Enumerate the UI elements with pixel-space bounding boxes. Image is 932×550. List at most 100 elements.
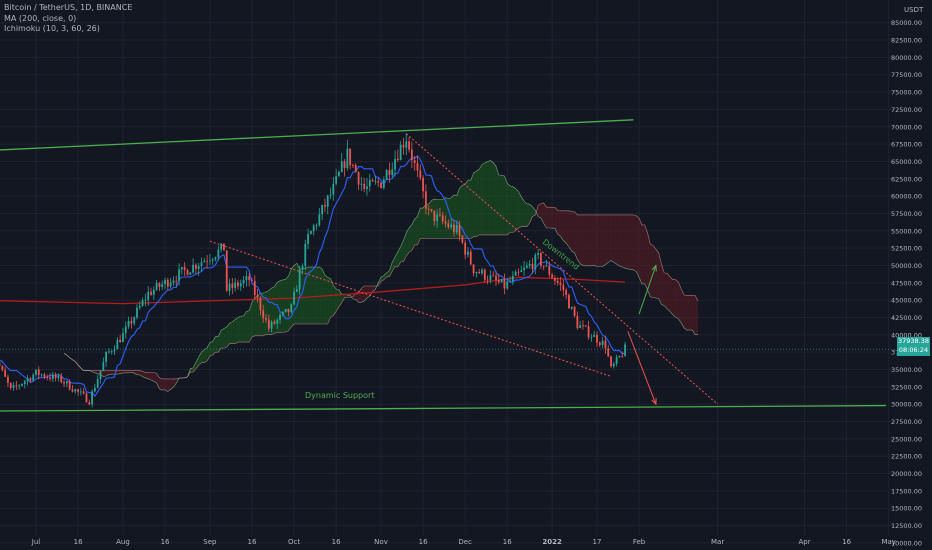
cloud-segment [613,214,617,264]
candle-body [251,280,253,281]
cloud-segment [254,295,258,336]
bullish-projection-arrow-head [651,264,657,272]
candle-body [464,242,467,255]
candle-body [568,295,570,309]
candle-body [194,264,197,269]
price-tick-label: 25000.00 [891,435,922,443]
time-tick-label: 16 [503,538,512,546]
candle-body [180,267,183,270]
candle-body [259,297,262,311]
cloud-segment [470,173,474,239]
bearish-projection-arrow [627,331,657,405]
candle-body [523,267,525,271]
ichimoku-indicator-label[interactable]: Ichimoku (10, 3, 60, 26) [4,24,100,33]
price-tick-label: 85000.00 [891,19,922,27]
candle-body [444,221,447,224]
cloud-segment [585,214,589,266]
candle-body [503,279,506,289]
candle-body [46,377,49,378]
candle-body [203,260,206,263]
cloud-segment [106,370,109,376]
cloud-segment [372,286,376,292]
candle-body [380,182,382,188]
cloud-segment [252,298,255,337]
symbol-title[interactable]: Bitcoin / TetherUS, 1D, BINANCE [4,3,133,12]
cloud-segment [538,203,541,218]
cloud-segment [667,273,670,312]
cloud-segment [672,279,676,318]
cloud-segment [128,370,132,373]
candle-body [108,351,110,353]
candle-body [270,321,273,329]
cloud-segment [583,214,586,266]
cloud-segment [493,162,496,235]
candle-body [349,148,352,166]
candle-body [551,274,554,279]
candle-body [1,366,4,370]
cloud-segment [560,210,564,241]
candle-body [382,179,385,188]
cloud-segment [611,214,614,263]
candle-body [65,381,68,384]
chart-legend: Bitcoin / TetherUS, 1D, BINANCE MA (200,… [4,3,132,35]
price-tick-label: 52500.00 [891,245,922,253]
cloud-segment [591,214,595,266]
candle-body [253,280,256,295]
cloud-segment [221,328,224,349]
cloud-segment [134,370,137,375]
cloud-segment [653,245,656,298]
time-tick-label: 16 [248,538,257,546]
candle-body [155,282,158,290]
candle-body [217,249,220,258]
price-tick-label: 42500.00 [891,314,922,322]
candle-body [394,158,396,170]
price-axis[interactable]: 85000.00 82500.00 80000.00 77500.00 75000.00… [891,19,922,547]
cloud-segment [633,214,637,272]
candle-body [29,378,32,381]
price-tick-label: 82500.00 [891,37,922,45]
candle-body [570,306,573,309]
time-axis[interactable]: Jul 16 Aug 16 Sep 16 Oct 16 Nov 16 Dec 16 2022 17 Feb M… [31,538,896,546]
cloud-segment [448,198,452,239]
cloud-segment [151,372,154,382]
candle-body [419,170,422,178]
candle-body [152,289,155,295]
candle-body [593,334,596,338]
candle-body [40,374,43,376]
candle-body [23,381,26,384]
candle-body [604,340,607,349]
cloud-segment [566,210,569,247]
price-tick-label: 67500.00 [891,141,922,149]
candle-body [461,235,464,243]
cloud-segment [504,176,508,235]
candle-body [598,342,601,345]
cloud-segment [173,378,177,388]
candle-body [495,275,497,281]
candle-body [576,315,579,329]
bar-countdown: 08:06:24 [898,346,929,354]
ma-200-line [0,276,626,305]
last-price-badge: 37938.38 08:06:24 [897,337,930,356]
candle-body [54,374,57,379]
cloud-segment [249,301,252,343]
candle-body [130,321,133,324]
candle-body [467,251,469,255]
support-label: Dynamic Support [305,391,374,400]
cloud-segment [232,319,236,344]
price-tick-label: 70000.00 [891,123,922,131]
candle-body [450,224,453,228]
ma-indicator-label[interactable]: MA (200, close, 0) [4,13,77,23]
candle-body [329,194,332,196]
candle-body [309,231,312,235]
trend-drawings[interactable] [0,119,895,412]
time-tick-label: 2022 [542,538,562,546]
candle-body [486,279,489,281]
candle-body [192,264,194,273]
cloud-segment [625,214,628,269]
cloud-segment [675,279,679,319]
price-tick-label: 57500.00 [891,210,922,218]
cloud-segment [313,267,317,324]
cloud-segment [569,210,572,252]
candle-body [481,269,483,274]
